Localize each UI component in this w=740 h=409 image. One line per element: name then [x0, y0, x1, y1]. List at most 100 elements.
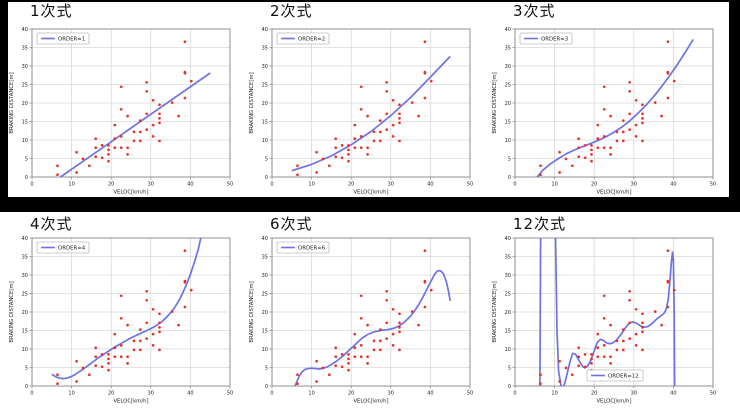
data-point [602, 107, 606, 111]
x-tick-label: 50 [710, 391, 716, 397]
data-point [145, 80, 149, 84]
subplot-title-order-3: 3次式 [513, 2, 556, 20]
data-point [100, 353, 104, 356]
data-point [385, 337, 389, 340]
data-point [340, 156, 344, 160]
data-point [340, 365, 344, 369]
data-point [145, 289, 149, 293]
y-tick-label: 0 [265, 384, 268, 390]
scatter-points [539, 40, 676, 177]
legend-label: ORDER=12 [608, 374, 639, 380]
tick-labels: 0 10 20 30 40 50 0 5 10 15 20 25 30 35 40 [262, 27, 474, 188]
data-point [596, 346, 600, 350]
data-point [296, 173, 299, 177]
data-point [641, 121, 644, 125]
y-tick-label: 20 [22, 310, 28, 316]
data-point [296, 373, 299, 377]
data-point [660, 114, 663, 118]
data-point [641, 330, 644, 334]
top-figure-panel [8, 2, 729, 197]
data-point [385, 80, 389, 84]
data-point [132, 339, 136, 343]
y-tick-label: 25 [505, 291, 511, 297]
data-point [119, 344, 123, 347]
data-point [132, 130, 136, 134]
data-point [81, 366, 85, 370]
data-point [138, 328, 142, 331]
data-point [189, 288, 193, 292]
x-tick-label: 40 [187, 391, 193, 397]
data-point [570, 164, 574, 168]
data-point [583, 365, 587, 369]
data-point [596, 355, 600, 359]
data-point [583, 156, 587, 160]
data-point [641, 312, 644, 316]
x-tick-label: 20 [591, 391, 597, 397]
data-point [398, 330, 401, 334]
data-point [398, 321, 401, 325]
data-point [138, 339, 142, 343]
data-point [596, 146, 600, 150]
tick-labels: 0 10 20 30 40 50 0 5 10 15 20 25 30 35 40 [22, 27, 234, 188]
scatter-points [296, 249, 433, 386]
data-point [94, 137, 98, 141]
legend: ORDER=2 [276, 32, 330, 45]
y-tick-label: 15 [505, 119, 511, 125]
y-tick-label: 15 [22, 119, 28, 125]
data-point [151, 135, 155, 138]
data-point [628, 321, 632, 325]
data-point [666, 249, 670, 253]
data-point [151, 307, 155, 311]
data-point [158, 348, 161, 352]
x-tick-label: 50 [710, 182, 716, 188]
data-point [145, 128, 149, 131]
data-point [315, 380, 318, 383]
tick-labels: 0 10 20 30 40 50 0 5 10 15 20 25 30 35 40 [262, 236, 474, 397]
data-point [132, 348, 136, 352]
data-point [666, 40, 670, 44]
x-tick-label: 10 [551, 182, 557, 188]
data-point [634, 135, 638, 138]
data-point [590, 153, 593, 156]
data-point [558, 380, 561, 383]
data-point [138, 139, 142, 143]
data-point [119, 294, 123, 298]
data-point [391, 123, 395, 127]
x-tick-label: 20 [108, 182, 114, 188]
data-point [609, 362, 612, 365]
data-point [590, 148, 593, 152]
data-point [170, 310, 174, 313]
data-point [107, 353, 110, 356]
data-point [138, 348, 142, 352]
x-axis-label: VELOC[km/h] [596, 399, 631, 405]
subplot-title-order-1: 1次式 [30, 2, 73, 20]
subplot-order-12: 12次式 0 10 20 30 40 50 0 5 10 15 20 25 30 35 40 VELOC[km… [483, 211, 733, 409]
data-point [183, 249, 187, 253]
data-point [75, 171, 78, 174]
data-point [564, 157, 568, 161]
data-point [107, 357, 110, 361]
subplot-order-6: 6次式 0 10 20 30 40 50 0 5 10 15 20 25 30 35 40 VELOC[km/… [240, 211, 490, 409]
subplot-order-4: 4次式 0 10 20 30 40 50 0 5 10 15 20 25 30 35 40 VELOC[km/… [0, 211, 250, 409]
data-point [347, 153, 350, 156]
y-tick-label: 40 [505, 27, 511, 33]
data-point [653, 310, 657, 313]
x-tick-label: 30 [631, 182, 637, 188]
x-tick-label: 0 [270, 182, 273, 188]
data-point [75, 380, 78, 383]
data-point [423, 40, 427, 44]
data-point [564, 366, 568, 370]
data-point [334, 137, 338, 141]
legend-label: ORDER=1 [58, 37, 85, 43]
legend-label: ORDER=3 [541, 37, 568, 43]
x-tick-label: 0 [30, 391, 33, 397]
data-point [119, 316, 123, 320]
data-point [385, 112, 389, 116]
data-point [359, 146, 363, 150]
data-point [158, 121, 161, 125]
data-point [641, 326, 644, 329]
data-point [391, 344, 395, 347]
scatter-points [56, 249, 193, 386]
data-point [609, 153, 612, 156]
grid-lines [514, 28, 714, 178]
